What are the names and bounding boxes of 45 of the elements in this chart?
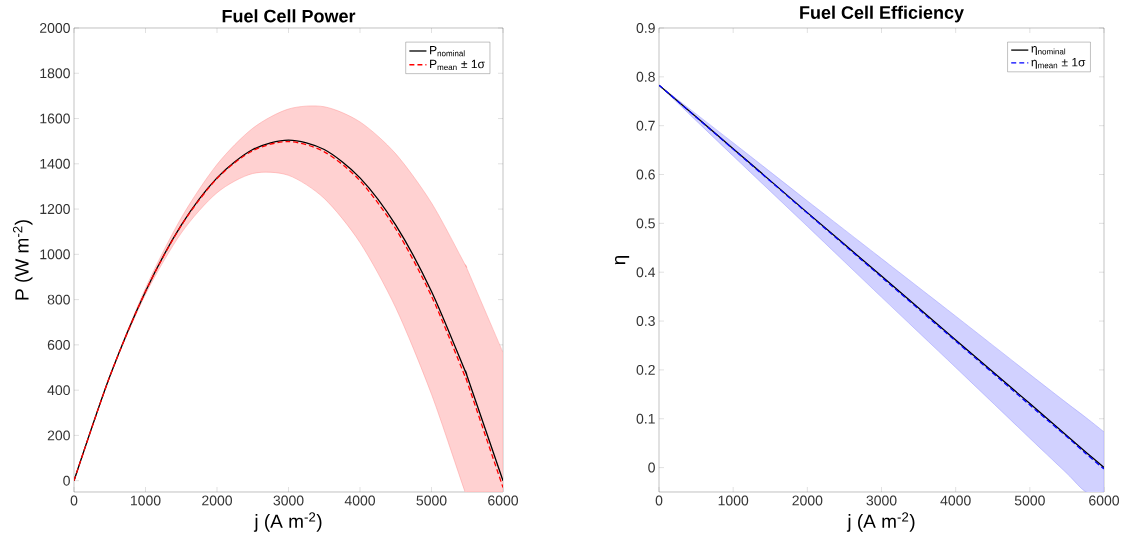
y-tick-label: 1000 [40,249,70,260]
x-tick-label: 3000 [273,495,304,506]
y-axis-title: P (W m$^{-2}$) [12,220,33,300]
x-tick-label: 6000 [1089,495,1120,506]
y-tick-label: 1600 [40,113,70,124]
legend-label: η$_{nominal}$ [1031,46,1066,56]
y-tick-label: 0.4 [636,267,656,278]
y-tick-label: 1200 [40,204,70,215]
y-tick-label: 0.9 [636,23,655,33]
chart-title: Fuel Cell Power [222,9,356,23]
x-tick-label: 1000 [718,495,749,506]
x-tick-label: 5000 [416,495,447,506]
y-tick-label: 0 [63,475,70,486]
y-tick-label: 0.2 [636,364,655,375]
x-tick-label: 6000 [488,495,519,506]
y-tick-label: 0.5 [636,218,655,229]
y-tick-label: 200 [47,430,70,441]
x-tick-label: 0 [70,495,78,506]
x-axis-title: j (A m$^{-2}$) [846,512,915,532]
x-tick-label: 1000 [131,495,161,506]
y-tick-label: 0.8 [636,71,655,82]
y-axis-title: η [614,255,630,265]
y-tick-label: 800 [47,294,70,305]
y-tick-label: 0.7 [636,120,655,131]
y-tick-label: 0.6 [636,169,655,180]
y-tick-label: 600 [47,339,70,350]
x-tick-label: 4000 [940,495,971,506]
y-tick-label: 0 [648,462,655,473]
y-tick-label: 0.1 [636,413,655,424]
x-tick-label: 3000 [866,495,897,506]
x-tick-label: 0 [655,495,663,506]
x-tick-label: 5000 [1014,495,1045,506]
x-tick-label: 2000 [202,495,233,506]
y-tick-label: 0.3 [636,316,655,327]
x-tick-label: 4000 [344,495,376,506]
chart-title: Fuel Cell Efficiency [800,5,964,23]
y-tick-label: 1800 [40,68,70,79]
legend-label: P$_{nominal}$ [430,46,465,57]
x-tick-label: 2000 [792,495,823,506]
y-tick-label: 400 [47,385,70,396]
y-tick-label: 1400 [40,158,70,169]
legend-label: P$_{mean}$ ± 1σ [430,59,485,70]
legend-label: η$_{mean}$ ± 1σ [1031,58,1086,69]
x-axis-title: j (A m$^{-2}$) [253,512,322,532]
y-tick-label: 2000 [40,23,70,33]
